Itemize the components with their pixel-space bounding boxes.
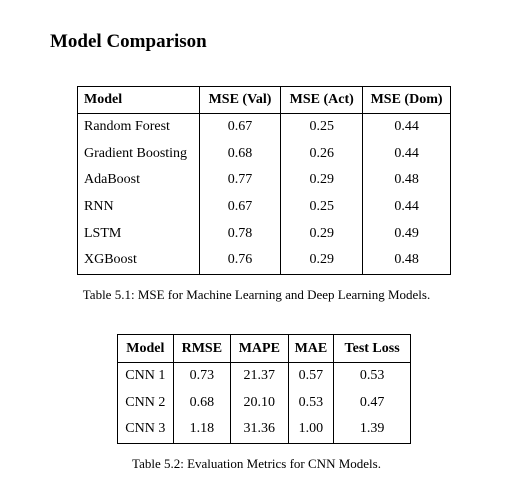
- model-name-cell: XGBoost: [77, 246, 200, 275]
- mse-act-cell: 0.25: [280, 193, 364, 221]
- column-header-mse-val: MSE (Val): [198, 86, 282, 114]
- table-row: XGBoost 0.76 0.29 0.48: [77, 246, 451, 275]
- mse-dom-cell: 0.48: [362, 246, 451, 275]
- table-row: LSTM 0.78 0.29 0.49: [77, 220, 451, 247]
- model-name-cell: AdaBoost: [77, 167, 200, 194]
- mse-act-cell: 0.29: [280, 167, 364, 194]
- mse-dom-cell: 0.49: [362, 220, 451, 247]
- mse-val-cell: 0.67: [198, 193, 282, 221]
- model-name-cell: CNN 1: [117, 362, 174, 390]
- column-header-rmse: RMSE: [172, 334, 232, 363]
- table-row: CNN 1 0.73 21.37 0.57 0.53: [117, 362, 411, 390]
- mse-val-cell: 0.67: [198, 113, 282, 141]
- mse-act-cell: 0.29: [280, 246, 364, 275]
- column-header-test-loss: Test Loss: [333, 334, 411, 363]
- table-row: CNN 2 0.68 20.10 0.53 0.47: [117, 389, 411, 416]
- rmse-cell: 0.73: [172, 362, 232, 390]
- model-name-cell: Random Forest: [77, 113, 200, 141]
- ml-table-caption: Table 5.1: MSE for Machine Learning and …: [82, 287, 431, 302]
- table-row: CNN 3 1.18 31.36 1.00 1.39: [117, 416, 411, 444]
- model-name-cell: CNN 2: [117, 389, 174, 416]
- cnn-metrics-table: Model RMSE MAPE MAE Test Loss CNN 1 0.73…: [117, 334, 411, 444]
- test-loss-cell: 0.53: [333, 362, 411, 390]
- table-row: Random Forest 0.67 0.25 0.44: [77, 113, 451, 141]
- mape-cell: 21.37: [230, 362, 289, 390]
- mae-cell: 0.53: [287, 389, 335, 416]
- column-header-mse-dom: MSE (Dom): [362, 86, 451, 114]
- mse-dom-cell: 0.48: [362, 167, 451, 194]
- column-header-mae: MAE: [287, 334, 335, 363]
- table-row: RNN 0.67 0.25 0.44: [77, 193, 451, 221]
- mse-val-cell: 0.78: [198, 220, 282, 247]
- mse-act-cell: 0.26: [280, 140, 364, 168]
- rmse-cell: 0.68: [172, 389, 232, 416]
- table-row: AdaBoost 0.77 0.29 0.48: [77, 167, 451, 194]
- column-header-model: Model: [77, 86, 200, 114]
- page-title: Model Comparison: [50, 31, 207, 52]
- column-header-mape: MAPE: [230, 334, 289, 363]
- test-loss-cell: 1.39: [333, 416, 411, 444]
- mse-val-cell: 0.77: [198, 167, 282, 194]
- mae-cell: 0.57: [287, 362, 335, 390]
- model-name-cell: RNN: [77, 193, 200, 221]
- rmse-cell: 1.18: [172, 416, 232, 444]
- mse-dom-cell: 0.44: [362, 193, 451, 221]
- model-name-cell: LSTM: [77, 220, 200, 247]
- mse-act-cell: 0.25: [280, 113, 364, 141]
- column-header-model: Model: [117, 334, 174, 363]
- mse-dom-cell: 0.44: [362, 140, 451, 168]
- mape-cell: 31.36: [230, 416, 289, 444]
- mse-dom-cell: 0.44: [362, 113, 451, 141]
- mae-cell: 1.00: [287, 416, 335, 444]
- column-header-mse-act: MSE (Act): [280, 86, 364, 114]
- table-row: Gradient Boosting 0.68 0.26 0.44: [77, 140, 451, 168]
- mape-cell: 20.10: [230, 389, 289, 416]
- mse-act-cell: 0.29: [280, 220, 364, 247]
- cnn-table-caption: Table 5.2: Evaluation Metrics for CNN Mo…: [132, 456, 381, 471]
- model-name-cell: Gradient Boosting: [77, 140, 200, 168]
- table-header-row: Model RMSE MAPE MAE Test Loss: [117, 334, 411, 363]
- ml-mse-table: Model MSE (Val) MSE (Act) MSE (Dom) Rand…: [77, 86, 451, 275]
- mse-val-cell: 0.68: [198, 140, 282, 168]
- table-header-row: Model MSE (Val) MSE (Act) MSE (Dom): [77, 86, 451, 114]
- test-loss-cell: 0.47: [333, 389, 411, 416]
- mse-val-cell: 0.76: [198, 246, 282, 275]
- model-name-cell: CNN 3: [117, 416, 174, 444]
